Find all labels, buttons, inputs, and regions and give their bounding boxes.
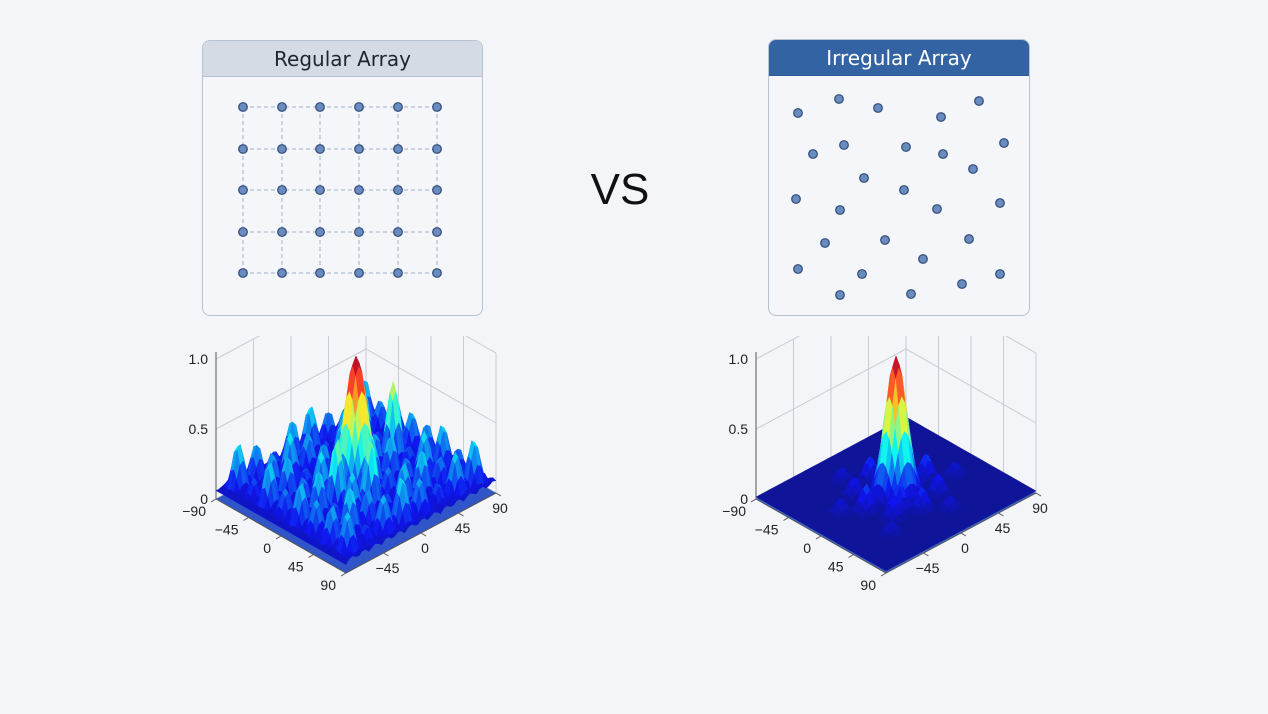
array-element bbox=[793, 108, 803, 118]
array-element bbox=[936, 112, 946, 122]
array-element bbox=[964, 234, 974, 244]
regular-array-title: Regular Array bbox=[203, 41, 482, 77]
array-element bbox=[315, 227, 325, 237]
array-element bbox=[918, 254, 928, 264]
array-element bbox=[873, 103, 883, 113]
x-tick-label: 0 bbox=[263, 540, 271, 556]
irregular-scatter-svg bbox=[791, 94, 1009, 300]
array-element bbox=[859, 173, 869, 183]
array-element bbox=[820, 238, 830, 248]
array-element bbox=[393, 227, 403, 237]
array-element bbox=[808, 149, 818, 159]
y-tick-label: 90 bbox=[1032, 500, 1048, 516]
array-element bbox=[354, 268, 364, 278]
irregular-array-scatter bbox=[769, 76, 1029, 315]
array-element bbox=[432, 185, 442, 195]
array-element bbox=[880, 235, 890, 245]
regular-grid-svg bbox=[238, 102, 442, 278]
array-element bbox=[393, 144, 403, 154]
array-element bbox=[354, 144, 364, 154]
y-tick-label: 0 bbox=[421, 540, 429, 556]
array-element bbox=[995, 198, 1005, 208]
x-tick-label: −45 bbox=[215, 522, 239, 538]
array-element bbox=[791, 194, 801, 204]
array-element bbox=[238, 227, 248, 237]
z-tick-label: 0.5 bbox=[189, 421, 209, 437]
z-tick-label: 0 bbox=[200, 491, 208, 507]
z-tick-label: 0 bbox=[740, 491, 748, 507]
regular-array-panel: Regular Array bbox=[202, 40, 483, 316]
array-element bbox=[906, 289, 916, 299]
array-element bbox=[315, 185, 325, 195]
array-element bbox=[835, 290, 845, 300]
x-tick-label: 0 bbox=[803, 540, 811, 556]
array-element bbox=[901, 142, 911, 152]
irregular-array-title: Irregular Array bbox=[769, 40, 1029, 76]
x-tick-label: −90 bbox=[722, 503, 746, 519]
array-element bbox=[238, 102, 248, 112]
array-element bbox=[315, 268, 325, 278]
array-element bbox=[957, 279, 967, 289]
array-element bbox=[432, 144, 442, 154]
array-element bbox=[277, 144, 287, 154]
z-tick-label: 0.5 bbox=[729, 421, 749, 437]
array-element bbox=[839, 140, 849, 150]
x-tick-label: 90 bbox=[860, 577, 876, 593]
z-tick-label: 1.0 bbox=[189, 351, 209, 367]
y-tick-label: 90 bbox=[492, 500, 508, 516]
array-element bbox=[315, 144, 325, 154]
array-element bbox=[999, 138, 1009, 148]
beam-pattern-surface bbox=[755, 355, 1037, 572]
array-element bbox=[793, 264, 803, 274]
y-tick-label: −45 bbox=[916, 560, 940, 576]
array-element bbox=[238, 268, 248, 278]
array-element bbox=[834, 94, 844, 104]
vs-label: VS bbox=[590, 165, 650, 214]
irregular-array-panel: Irregular Array bbox=[768, 39, 1030, 316]
regular-array-grid bbox=[203, 77, 482, 315]
x-tick-label: 45 bbox=[828, 559, 844, 575]
x-tick-label: −90 bbox=[182, 503, 206, 519]
y-tick-label: 45 bbox=[995, 520, 1011, 536]
z-tick-label: 1.0 bbox=[729, 351, 749, 367]
array-element bbox=[995, 269, 1005, 279]
array-element bbox=[932, 204, 942, 214]
array-element bbox=[277, 185, 287, 195]
array-element bbox=[238, 185, 248, 195]
array-element bbox=[899, 185, 909, 195]
beam-pattern-surface bbox=[215, 355, 497, 565]
array-element bbox=[432, 102, 442, 112]
y-tick-label: 45 bbox=[455, 520, 471, 536]
array-element bbox=[432, 227, 442, 237]
y-tick-label: −45 bbox=[376, 560, 400, 576]
y-tick-label: 0 bbox=[961, 540, 969, 556]
array-element bbox=[432, 268, 442, 278]
x-tick-label: −45 bbox=[755, 522, 779, 538]
array-element bbox=[393, 102, 403, 112]
array-element bbox=[968, 164, 978, 174]
x-tick-label: 45 bbox=[288, 559, 304, 575]
array-element bbox=[393, 185, 403, 195]
array-element bbox=[354, 102, 364, 112]
array-element bbox=[315, 102, 325, 112]
x-tick-label: 90 bbox=[320, 577, 336, 593]
array-element bbox=[974, 96, 984, 106]
array-element bbox=[354, 185, 364, 195]
array-element bbox=[938, 149, 948, 159]
array-element bbox=[835, 205, 845, 215]
array-element bbox=[354, 227, 364, 237]
array-element bbox=[238, 144, 248, 154]
array-element bbox=[857, 269, 867, 279]
array-element bbox=[277, 102, 287, 112]
array-element bbox=[393, 268, 403, 278]
array-element bbox=[277, 227, 287, 237]
array-element bbox=[277, 268, 287, 278]
